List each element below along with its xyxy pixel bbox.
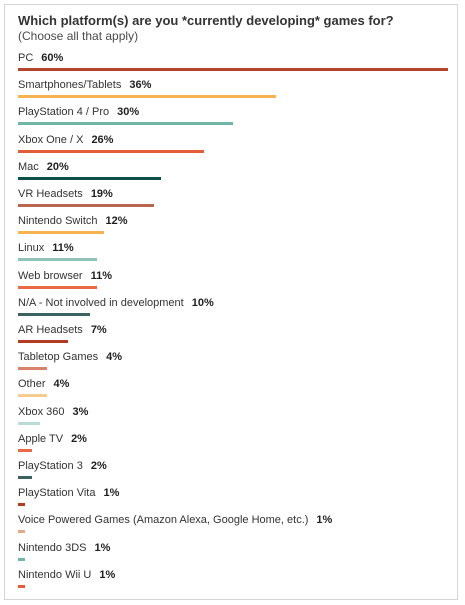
- value-label: 1%: [95, 542, 111, 554]
- value-label: 26%: [91, 134, 113, 146]
- value-label: 11%: [52, 242, 73, 254]
- category-label: Apple TV: [18, 433, 63, 445]
- category-label: Nintendo Switch: [18, 215, 98, 227]
- category-label: Xbox 360: [18, 406, 64, 418]
- category-label: Voice Powered Games (Amazon Alexa, Googl…: [18, 514, 308, 526]
- bar: [18, 503, 25, 506]
- category-label: PlayStation 3: [18, 460, 83, 472]
- category-label: AR Headsets: [18, 324, 83, 336]
- bar: [18, 530, 25, 533]
- value-label: 7%: [91, 324, 107, 336]
- bar-row: PlayStation 4 / Pro 30%: [18, 106, 458, 132]
- value-label: 19%: [91, 188, 113, 200]
- bar-row: Tabletop Games 4%: [18, 351, 458, 377]
- bar: [18, 394, 47, 397]
- bar: [18, 313, 90, 316]
- value-label: 11%: [91, 270, 112, 282]
- category-label: Web browser: [18, 270, 83, 282]
- value-label: 2%: [91, 460, 107, 472]
- value-label: 3%: [72, 406, 88, 418]
- category-label: Mac: [18, 161, 39, 173]
- category-label: PC: [18, 52, 33, 64]
- bar: [18, 204, 154, 207]
- bar: [18, 68, 448, 71]
- bar: [18, 585, 25, 588]
- bar-row: Web browser 11%: [18, 270, 458, 296]
- category-label: PlayStation 4 / Pro: [18, 106, 109, 118]
- value-label: 36%: [129, 79, 151, 91]
- bar-row: Nintendo Switch 12%: [18, 215, 458, 241]
- category-label: Nintendo 3DS: [18, 542, 87, 554]
- bar-row: VR Headsets 19%: [18, 188, 458, 214]
- category-label: VR Headsets: [18, 188, 83, 200]
- category-label: N/A - Not involved in development: [18, 297, 184, 309]
- value-label: 30%: [117, 106, 139, 118]
- bar-row: Linux 11%: [18, 242, 458, 268]
- value-label: 4%: [54, 378, 70, 390]
- category-label: PlayStation Vita: [18, 487, 95, 499]
- value-label: 2%: [71, 433, 87, 445]
- value-label: 20%: [47, 161, 69, 173]
- value-label: 4%: [106, 351, 122, 363]
- value-label: 12%: [106, 215, 128, 227]
- value-label: 10%: [192, 297, 214, 309]
- category-label: Xbox One / X: [18, 134, 83, 146]
- bar-row: Voice Powered Games (Amazon Alexa, Googl…: [18, 514, 458, 540]
- category-label: Other: [18, 378, 46, 390]
- bar: [18, 122, 233, 125]
- bar-row: AR Headsets 7%: [18, 324, 458, 350]
- bar-row: Nintendo Wii U 1%: [18, 569, 458, 595]
- bar-row: Mac 20%: [18, 161, 458, 187]
- bar: [18, 286, 97, 289]
- bar-row: N/A - Not involved in development 10%: [18, 297, 458, 323]
- bar: [18, 231, 104, 234]
- value-label: 1%: [103, 487, 119, 499]
- bar: [18, 95, 276, 98]
- bar-row: Xbox One / X 26%: [18, 134, 458, 160]
- bar: [18, 476, 32, 479]
- value-label: 1%: [99, 569, 115, 581]
- bar: [18, 340, 68, 343]
- value-label: 60%: [41, 52, 63, 64]
- bar: [18, 558, 25, 561]
- bar-row: Smartphones/Tablets 36%: [18, 79, 458, 105]
- bar-row: PC 60%: [18, 52, 458, 78]
- bar-row: Apple TV 2%: [18, 433, 458, 459]
- bar-row: PlayStation Vita 1%: [18, 487, 458, 513]
- category-label: Linux: [18, 242, 44, 254]
- bar: [18, 150, 204, 153]
- value-label: 1%: [316, 514, 332, 526]
- bar: [18, 177, 161, 180]
- category-label: Nintendo Wii U: [18, 569, 91, 581]
- bar: [18, 422, 40, 425]
- bar-row: Xbox 360 3%: [18, 406, 458, 432]
- bar: [18, 449, 32, 452]
- bar: [18, 367, 47, 370]
- category-label: Smartphones/Tablets: [18, 79, 121, 91]
- category-label: Tabletop Games: [18, 351, 98, 363]
- bar: [18, 258, 97, 261]
- bar-row: PlayStation 3 2%: [18, 460, 458, 486]
- bar-row: Nintendo 3DS 1%: [18, 542, 458, 568]
- bar-row: Other 4%: [18, 378, 458, 404]
